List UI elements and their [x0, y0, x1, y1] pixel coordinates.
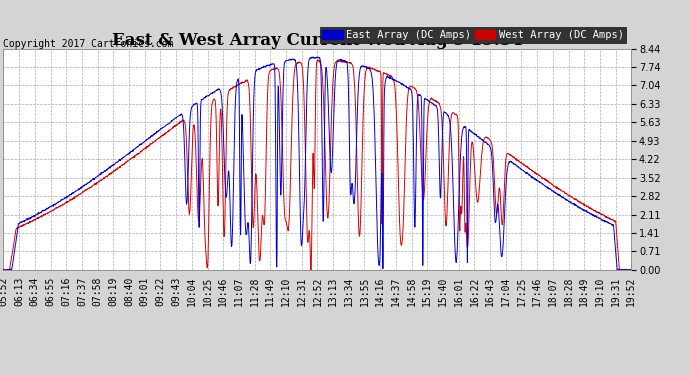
Legend: East Array (DC Amps), West Array (DC Amps): East Array (DC Amps), West Array (DC Amp…: [320, 27, 626, 43]
Text: Copyright 2017 Cartronics.com: Copyright 2017 Cartronics.com: [3, 39, 174, 50]
Title: East & West Array Current Wed Aug 9 19:54: East & West Array Current Wed Aug 9 19:5…: [112, 32, 523, 49]
